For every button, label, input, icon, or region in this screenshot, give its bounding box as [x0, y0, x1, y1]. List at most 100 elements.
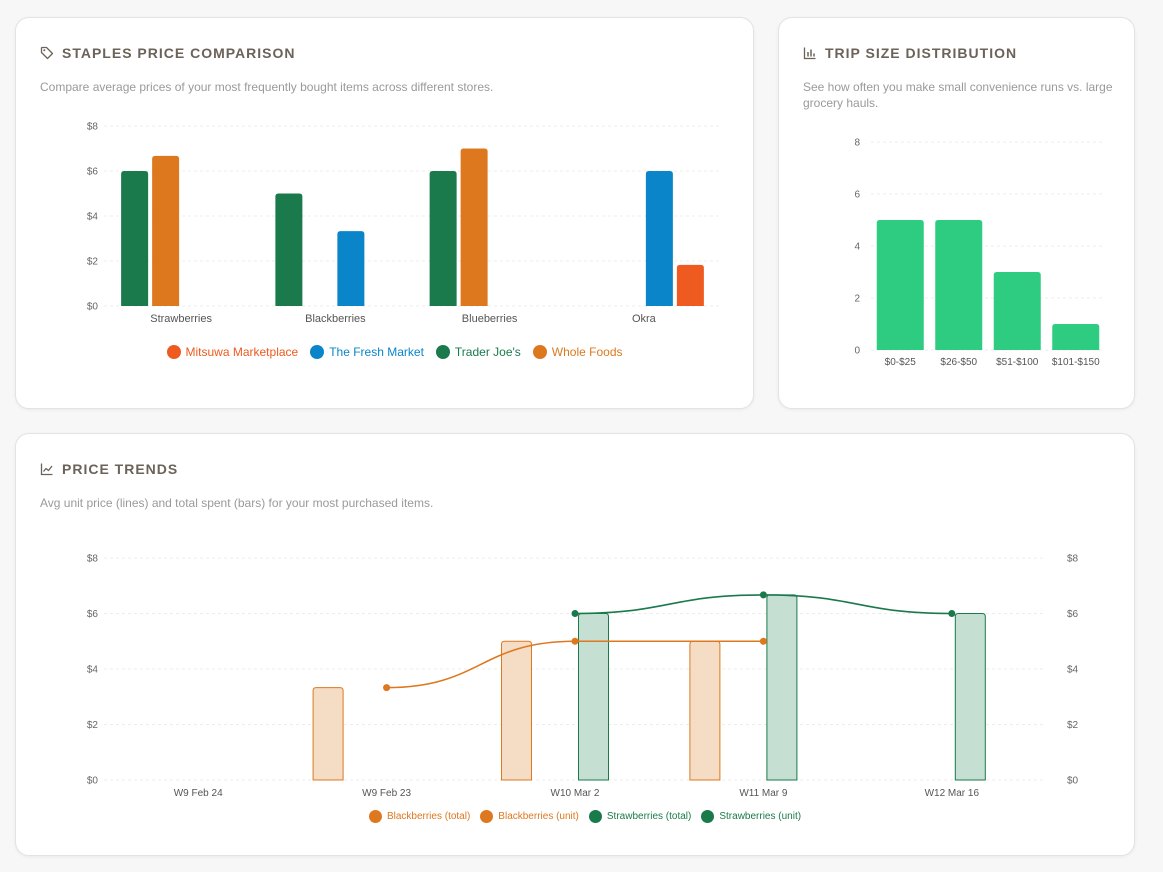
- trends-legend-item-strawberries-total[interactable]: Strawberries (total): [588, 810, 692, 823]
- trends-x-tick: W9 Feb 24: [174, 788, 223, 799]
- staples-y-tick: $6: [87, 167, 99, 178]
- trends-point-strawberries-unit-w12-mar-16: [948, 610, 956, 617]
- staples-y-tick: $4: [87, 212, 99, 223]
- trends-x-tick: W9 Feb 23: [362, 788, 411, 799]
- staples-price-card: Staples Price Comparison Compare average…: [15, 17, 754, 409]
- line-chart-icon: [40, 462, 54, 476]
- staples-legend-item-whole-foods[interactable]: Whole Foods: [532, 345, 623, 359]
- trends-y-tick-right: $4: [1067, 665, 1079, 676]
- trip-size-card: Trip Size Distribution See how often you…: [778, 17, 1135, 409]
- trends-combo-chart: $0 $0 $2 $2 $4 $4 $6 $6 $8 $8 W9 Feb 24 W9 Feb 23 W1…: [87, 554, 1079, 800]
- trends-point-blackberries-unit-w11-mar-9: [759, 637, 767, 645]
- staples-title-text: Staples Price Comparison: [62, 45, 296, 61]
- trends-bar-strawberries-total-w11-mar-9: [766, 594, 798, 781]
- tripsize-description: See how often you make small convenience…: [803, 80, 1113, 110]
- tripsize-y-tick: 6: [854, 190, 860, 201]
- trends-title-text: Price Trends: [62, 461, 179, 477]
- trends-y-tick-right: $6: [1067, 609, 1079, 620]
- legend-swatch: [532, 345, 547, 359]
- trends-y-tick-left: $2: [87, 720, 99, 731]
- staples-legend-item-trader-joe-s[interactable]: Trader Joe's: [435, 345, 521, 359]
- staples-bar-trader-joe-s-blackberries: [275, 193, 303, 306]
- trends-y-tick-left: $4: [87, 665, 99, 676]
- tripsize-y-tick: 0: [854, 346, 860, 357]
- trends-y-tick-left: $6: [87, 609, 99, 620]
- trends-title: Price Trends: [40, 461, 178, 477]
- trends-legend-item-blackberries-total[interactable]: Blackberries (total): [368, 810, 471, 823]
- tripsize-bar-26-50: [935, 220, 983, 350]
- tag-icon: [40, 46, 54, 60]
- trends-y-tick-right: $0: [1067, 776, 1079, 787]
- trends-bar-blackberries-total-w11-mar-9: [689, 640, 721, 781]
- legend-swatch: [480, 810, 494, 823]
- tripsize-bar-0-25: [876, 220, 924, 350]
- legend-swatch: [435, 345, 450, 359]
- trends-point-blackberries-unit-w10-mar-2: [571, 637, 579, 645]
- legend-label: Blackberries (unit): [498, 811, 579, 822]
- tripsize-bar-51-100: [993, 272, 1041, 350]
- trends-point-strawberries-unit-w10-mar-2: [571, 610, 579, 617]
- staples-x-tick: Strawberries: [150, 313, 212, 325]
- tripsize-y-tick: 4: [854, 242, 860, 253]
- trends-point-strawberries-unit-w11-mar-9: [759, 591, 767, 599]
- staples-y-tick: $0: [87, 302, 99, 313]
- staples-legend-item-mitsuwa-marketplace[interactable]: Mitsuwa Marketplace: [166, 345, 299, 359]
- trends-legend-item-strawberries-unit[interactable]: Strawberries (unit): [701, 810, 801, 823]
- tripsize-y-tick: 2: [854, 294, 860, 305]
- legend-swatch: [310, 345, 325, 359]
- trends-x-tick: W10 Mar 2: [551, 788, 600, 799]
- legend-label: Trader Joe's: [454, 345, 521, 359]
- legend-label: Whole Foods: [551, 345, 623, 359]
- trends-bar-blackberries-total-w10-mar-2: [501, 640, 532, 781]
- staples-bar-trader-joe-s-blueberries: [429, 171, 457, 306]
- staples-bar-mitsuwa-marketplace-okra: [676, 264, 704, 306]
- tripsize-x-tick: $51-$100: [996, 357, 1039, 368]
- price-trends-card: Price Trends Avg unit price (lines) and …: [15, 433, 1135, 856]
- trends-y-tick-left: $8: [87, 554, 99, 565]
- trends-legend-item-blackberries-unit[interactable]: Blackberries (unit): [480, 810, 579, 823]
- staples-bar-the-fresh-market-blackberries: [337, 231, 365, 306]
- trends-x-tick: W12 Mar 16: [925, 788, 980, 799]
- trends-description: Avg unit price (lines) and total spent (…: [40, 496, 434, 510]
- trends-point-blackberries-unit-w9-feb-23: [383, 684, 391, 692]
- legend-swatch: [166, 345, 181, 359]
- staples-legend-item-the-fresh-market[interactable]: The Fresh Market: [310, 345, 424, 359]
- staples-bar-chart: $0 $2 $4 $6 $8 Strawberries Blackberries Bluebe…: [87, 122, 721, 325]
- bar-chart-icon: [803, 46, 817, 60]
- tripsize-y-tick: 8: [854, 138, 860, 149]
- tripsize-x-tick: $26-$50: [940, 357, 977, 368]
- trends-bar-strawberries-total-w10-mar-2: [578, 613, 609, 781]
- staples-y-tick: $8: [87, 122, 99, 133]
- staples-bar-whole-foods-strawberries: [152, 155, 180, 306]
- staples-y-tick: $2: [87, 257, 99, 268]
- staples-bar-whole-foods-blueberries: [460, 148, 488, 306]
- trends-y-tick-right: $8: [1067, 554, 1079, 565]
- staples-x-tick: Okra: [632, 313, 657, 325]
- legend-swatch: [701, 810, 715, 823]
- tripsize-title-text: Trip Size Distribution: [825, 45, 1018, 61]
- staples-x-tick: Blackberries: [305, 313, 366, 325]
- legend-swatch: [588, 810, 602, 823]
- tripsize-x-tick: $0-$25: [885, 357, 917, 368]
- trends-y-tick-right: $2: [1067, 720, 1079, 731]
- legend-label: Strawberries (total): [606, 811, 692, 822]
- legend-label: The Fresh Market: [329, 345, 424, 359]
- trends-legend: Blackberries (total) Blackberries (unit) S…: [16, 810, 1154, 823]
- legend-label: Blackberries (total): [386, 811, 471, 822]
- staples-bar-trader-joe-s-strawberries: [121, 171, 149, 306]
- trends-y-tick-left: $0: [87, 776, 99, 787]
- staples-description: Compare average prices of your most freq…: [40, 80, 494, 94]
- tripsize-bar-101-150: [1052, 324, 1100, 350]
- trends-x-tick: W11 Mar 9: [739, 788, 788, 799]
- tripsize-bar-chart: 0 2 4 6 8 $0-$25 $26-$50 $51-$100 $101-$150: [854, 138, 1105, 368]
- staples-legend: Mitsuwa Marketplace The Fresh Market Trade…: [16, 345, 773, 359]
- tripsize-title: Trip Size Distribution: [803, 45, 1017, 61]
- legend-swatch: [368, 810, 382, 823]
- trends-bar-strawberries-total-w12-mar-16: [954, 613, 986, 781]
- legend-label: Mitsuwa Marketplace: [185, 345, 299, 359]
- staples-title: Staples Price Comparison: [40, 45, 296, 61]
- tripsize-x-tick: $101-$150: [1052, 357, 1100, 368]
- legend-label: Strawberries (unit): [719, 811, 802, 822]
- staples-x-tick: Blueberries: [462, 313, 518, 325]
- trends-bar-blackberries-total-w9-feb-23: [312, 687, 344, 781]
